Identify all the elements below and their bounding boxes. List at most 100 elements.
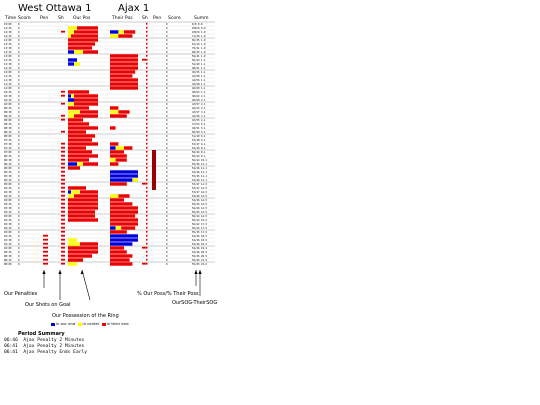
time-label: 05:30 (4, 174, 12, 178)
annotation-our-penalties: Our Penalties (4, 291, 38, 297)
time-label: 02:45 (4, 218, 12, 222)
their-shot-track-mark (146, 110, 148, 113)
their-score-label: 0 (166, 190, 168, 194)
their-score-label: 0 (166, 102, 168, 106)
time-label: 14:15 (4, 34, 12, 38)
summary-event-text: Ajax Penalty 2 Minutes (23, 338, 85, 343)
their-score-label: 0 (166, 186, 168, 190)
their-possession-bar (110, 234, 138, 238)
our-score-label: 0 (18, 106, 20, 110)
their-possession-bar (124, 30, 136, 34)
our-score-label: 0 (18, 114, 20, 118)
possession-summary-label: 46/54 2-1 (192, 106, 206, 110)
their-shot-track-mark (146, 66, 148, 69)
our-score-label: 0 (18, 246, 20, 250)
our-score-label: 0 (18, 154, 20, 158)
time-label: 13:30 (4, 46, 12, 50)
time-label: 15:00 (4, 22, 12, 26)
our-possession-bar (68, 258, 83, 262)
our-score-label: 0 (18, 22, 20, 26)
their-possession-bar (110, 34, 119, 38)
our-score-label: 0 (18, 142, 20, 146)
their-shot-track-mark (146, 206, 148, 209)
our-possession-bar (68, 194, 74, 198)
their-score-label: 0 (166, 170, 168, 174)
our-possession-bar (80, 242, 98, 246)
our-shot-mark (61, 90, 65, 93)
our-score-label: 0 (18, 190, 20, 194)
summary-event-2: 06:41 Ajax Penalty 2 Minutes (4, 344, 84, 349)
our-possession-bar (74, 50, 83, 54)
their-score-label: 0 (166, 78, 168, 82)
possession-summary-label: 40/60 1-1 (192, 86, 206, 90)
their-penalty-mark (152, 166, 156, 170)
their-possession-bar (110, 146, 116, 150)
their-score-label: 0 (166, 118, 168, 122)
time-label: 08:00 (4, 134, 12, 138)
our-shot-mark (61, 258, 65, 261)
possession-summary-label: 53/47 12-5 (192, 186, 208, 190)
col-header-score2: Score (168, 16, 181, 21)
our-score-label: 0 (18, 178, 20, 182)
our-score-label: 0 (18, 42, 20, 46)
our-shot-mark (61, 154, 65, 157)
their-shot-track-mark (146, 50, 148, 53)
possession-summary-label: 53/47 11-5 (192, 182, 208, 186)
their-shot-track-mark (146, 58, 148, 61)
col-header-their-pos: Their Pos (112, 16, 133, 21)
our-shot-mark (61, 146, 65, 149)
our-score-label: 0 (18, 258, 20, 262)
their-possession-bar (110, 214, 136, 218)
our-score-label: 0 (18, 234, 20, 238)
possession-summary-label: 54/46 19-5 (192, 246, 208, 250)
our-possession-bar (68, 246, 98, 250)
their-shot-track-mark (146, 170, 148, 173)
their-possession-bar (110, 106, 119, 110)
time-label: 00:00 (4, 262, 12, 266)
their-score-label: 0 (166, 22, 168, 26)
our-possession-bar (68, 90, 89, 94)
col-header-pen: Pen (40, 16, 49, 21)
time-label: 09:15 (4, 114, 12, 118)
our-penalty-mark (43, 242, 48, 245)
our-score-label: 0 (18, 202, 20, 206)
possession-summary-label: 45/55 4-1 (192, 118, 206, 122)
their-score-label: 0 (166, 226, 168, 230)
their-possession-bar (110, 206, 138, 210)
their-shot-track-mark (146, 186, 148, 189)
their-shot-track-mark (146, 70, 148, 73)
their-possession-bar (110, 254, 133, 258)
their-score-label: 0 (166, 198, 168, 202)
their-possession-bar (110, 242, 133, 246)
our-possession-bar (68, 138, 92, 142)
col-header-time: Time (5, 16, 17, 21)
our-shot-mark (61, 238, 65, 241)
our-possession-bar (68, 150, 92, 154)
our-shot-mark (61, 114, 65, 117)
their-possession-bar (110, 158, 116, 162)
their-shot-track-mark (146, 210, 148, 213)
their-shot-track-mark (146, 214, 148, 217)
possession-summary-label: 56/44 15-5 (192, 218, 208, 222)
our-possession-bar (68, 242, 80, 246)
possession-summary-label: 43/57 2-1 (192, 102, 206, 106)
their-shot-track-mark (146, 162, 148, 165)
their-score-label: 0 (166, 106, 168, 110)
their-score-label: 0 (166, 158, 168, 162)
their-shot-track-mark (146, 30, 148, 33)
their-penalty-mark (152, 154, 156, 158)
their-score-label: 0 (166, 30, 168, 34)
their-possession-bar (110, 174, 138, 178)
their-possession-bar (132, 178, 138, 182)
our-shot-mark (61, 254, 65, 257)
game-flow-chart: 15:00 0 0 0/0 0-014:45 0 0 100/0 0-014:30 0 0 100… (4, 21, 215, 266)
our-possession-bar (80, 190, 98, 194)
their-shot-track-mark (146, 222, 148, 225)
their-shot-track-mark (146, 138, 148, 141)
possession-summary-label: 56/44 9-1 (192, 154, 206, 158)
their-shot-track-mark (146, 158, 148, 161)
their-score-label: 0 (166, 126, 168, 130)
our-shot-mark (61, 194, 65, 197)
our-score-label: 0 (18, 94, 20, 98)
their-shot-track-mark (146, 46, 148, 49)
